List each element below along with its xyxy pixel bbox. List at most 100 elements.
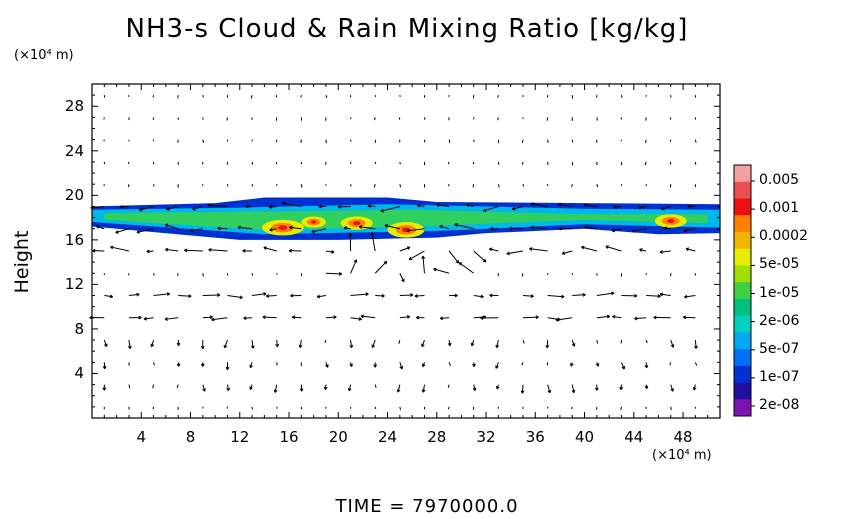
wind-arrowhead [288, 248, 293, 253]
wind-vector [348, 384, 352, 392]
wind-arrowhead [530, 294, 534, 298]
y-tick-label: 8 [74, 319, 84, 338]
wind-arrowhead [216, 293, 221, 297]
wind-vector [473, 295, 484, 298]
wind-vector [251, 340, 254, 349]
wind-vector [311, 228, 327, 233]
x-tick-label: 32 [476, 428, 496, 446]
colorbar-swatch [734, 165, 751, 183]
wind-vector [202, 316, 213, 319]
wind-vector [555, 317, 573, 321]
wind-arrowhead [323, 386, 328, 390]
wind-vector [399, 362, 403, 370]
wind-arrowhead [358, 317, 362, 321]
x-tick-label: 20 [328, 428, 348, 446]
wind-arrowhead [337, 204, 341, 209]
wind-arrowhead [657, 294, 661, 298]
colorbar-swatch [734, 399, 751, 417]
wind-arrowhead [138, 207, 143, 212]
wind-vector [262, 316, 277, 319]
wind-vector [571, 161, 574, 166]
wind-arrowhead [482, 258, 487, 263]
y-tick-label: 4 [74, 364, 84, 383]
wind-vector [605, 245, 622, 252]
wind-vector [638, 205, 647, 209]
wind-vector [139, 205, 154, 211]
wind-arrowhead [619, 386, 624, 390]
wind-vector [217, 227, 228, 230]
wind-arrowhead [511, 206, 516, 211]
wind-arrowhead [299, 388, 304, 392]
wind-vector [547, 384, 551, 394]
wind-vector [374, 117, 376, 121]
wind-vector [669, 139, 672, 142]
wind-arrowhead [495, 344, 500, 349]
wind-arrowhead [692, 387, 697, 391]
wind-vector [421, 339, 425, 347]
wind-vector [374, 406, 377, 410]
wind-arrowhead [634, 293, 638, 298]
wind-arrowhead [119, 205, 123, 209]
wind-arrowhead [217, 226, 221, 231]
wind-arrowhead [520, 390, 525, 394]
wind-vector [512, 205, 524, 210]
wind-vector [683, 316, 696, 319]
wind-vector [483, 205, 499, 212]
wind-vector [448, 362, 451, 366]
colorbar-label: 0.005 [759, 172, 800, 188]
wind-vector [350, 293, 369, 297]
wind-arrowhead [421, 343, 425, 348]
wind-arrowhead [612, 314, 616, 319]
wind-vector [447, 406, 450, 410]
wind-arrowhead [545, 344, 550, 349]
wind-vector [646, 295, 661, 297]
wind-arrowhead [644, 385, 649, 390]
colorbar-label: 1e-05 [759, 284, 800, 301]
wind-arrowhead [470, 342, 475, 347]
wind-arrowhead [570, 363, 574, 367]
wind-arrowhead [192, 206, 196, 211]
wind-arrowhead [298, 344, 303, 348]
y-tick-label: 12 [64, 275, 84, 294]
wind-vector [282, 202, 302, 207]
wind-arrowhead [102, 387, 107, 391]
wind-vector [151, 339, 155, 347]
wind-vector [562, 250, 573, 255]
wind-vector [178, 295, 192, 297]
wind-vector [299, 339, 302, 348]
wind-vector [374, 161, 377, 165]
wind-vector [448, 250, 460, 264]
wind-arrowhead [561, 294, 565, 299]
wind-arrowhead [208, 247, 212, 252]
wind-arrowhead [466, 203, 470, 208]
wind-arrowhead [200, 345, 205, 350]
wind-arrowhead [318, 204, 322, 209]
wind-arrowhead [109, 294, 114, 299]
wind-vector [694, 362, 698, 366]
wind-arrowhead [289, 225, 293, 230]
wind-arrowhead [408, 256, 413, 261]
wind-vector [694, 340, 697, 349]
wind-vector [252, 293, 267, 297]
colorbar-label: 1e-07 [759, 368, 800, 385]
wind-arrowhead [558, 226, 562, 231]
wind-arrowhead [237, 225, 241, 230]
wind-vector [496, 339, 499, 348]
wind-arrowhead [611, 228, 616, 233]
wind-vector [472, 184, 475, 188]
wind-arrowhead [349, 344, 354, 349]
colorbar-swatch [734, 248, 751, 266]
wind-arrowhead [584, 225, 588, 229]
y-tick-label: 24 [64, 141, 84, 160]
wind-vector [581, 246, 597, 252]
wind-vector [645, 139, 647, 144]
wind-vector [136, 228, 154, 233]
wind-vector [473, 250, 487, 263]
wind-arrowhead [663, 226, 667, 231]
wind-arrowhead [414, 294, 418, 298]
wind-vector [177, 273, 179, 276]
wind-vector [263, 246, 277, 252]
wind-vector [547, 139, 549, 144]
wind-arrowhead [482, 208, 487, 213]
wind-vector [224, 339, 228, 349]
